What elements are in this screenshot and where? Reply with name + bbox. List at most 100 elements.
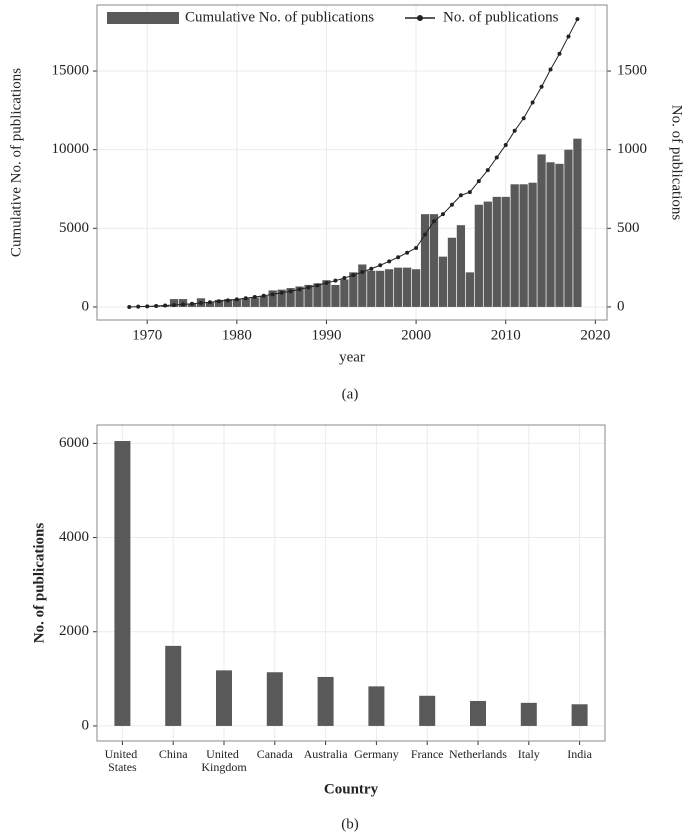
bar [385, 269, 394, 307]
y-tick-label: 15000 [52, 62, 90, 78]
bar [403, 267, 412, 307]
x-tick-label: China [159, 747, 188, 761]
point [333, 278, 338, 283]
point [423, 232, 428, 237]
point [306, 285, 311, 290]
point [181, 302, 186, 307]
plot-border [96, 4, 608, 321]
point [566, 34, 571, 39]
bar [214, 299, 224, 307]
point [378, 263, 383, 268]
x-tick-label: United States [105, 747, 141, 774]
bar [573, 138, 582, 307]
bar [571, 704, 588, 726]
point [127, 304, 132, 309]
bar [223, 299, 232, 307]
point [467, 190, 472, 195]
x-tick-label: Germany [354, 747, 399, 761]
line [129, 18, 578, 308]
point [288, 289, 293, 294]
y-tick-label: 0 [82, 717, 90, 733]
bar [483, 201, 492, 307]
point [548, 67, 553, 72]
x-tick-label: 2000 [401, 327, 431, 343]
bar [232, 299, 241, 307]
legend-label: No. of publications [443, 9, 559, 25]
bar [465, 272, 474, 307]
bar [286, 288, 295, 307]
bar [419, 695, 436, 726]
bar [331, 284, 340, 307]
x-tick-label: Canada [257, 747, 294, 761]
point [270, 292, 275, 297]
y-axis-label: Cumulative No. of publications [8, 68, 24, 257]
point [440, 212, 445, 217]
point [530, 100, 535, 105]
bar [555, 163, 564, 307]
point [405, 250, 410, 255]
bar [266, 672, 283, 726]
caption: (a) [342, 386, 359, 402]
point [432, 219, 437, 224]
x-tick-label: 1980 [222, 327, 252, 343]
bar [114, 441, 131, 726]
legend-swatch [107, 12, 179, 24]
point [163, 303, 168, 308]
y2-tick-label: 500 [617, 220, 640, 236]
y-axis-label: No. of publications [31, 523, 47, 644]
point [539, 84, 544, 89]
point [449, 202, 454, 207]
bar [447, 237, 457, 307]
bar [564, 149, 573, 307]
x-tick-label: United Kingdom [201, 747, 247, 774]
x-tick-label: Italy [518, 747, 540, 761]
x-tick-label: India [567, 747, 592, 761]
bar [358, 264, 367, 307]
point [369, 266, 374, 271]
point [360, 270, 365, 275]
x-axis-label: year [339, 349, 365, 365]
point [396, 255, 401, 260]
bar [368, 686, 385, 726]
point [198, 301, 203, 306]
point [351, 273, 356, 278]
bar [501, 196, 510, 307]
point [476, 179, 481, 184]
bar [169, 299, 179, 307]
x-tick-label: Netherlands [449, 747, 507, 761]
point [136, 304, 141, 309]
bar [456, 225, 466, 307]
point [261, 293, 266, 298]
point [414, 245, 419, 250]
x-tick-label: 2010 [491, 327, 521, 343]
bar [277, 289, 286, 307]
y2-tick-label: 1500 [617, 62, 647, 78]
bar [537, 154, 546, 307]
point [557, 51, 562, 56]
point [512, 128, 517, 133]
bar [420, 214, 430, 307]
bar [367, 270, 376, 307]
bar [510, 184, 519, 307]
point [503, 142, 508, 147]
y2-axis-label: No. of publications [669, 105, 685, 221]
x-tick-label: 1990 [311, 327, 341, 343]
bar [492, 196, 501, 307]
point [207, 300, 212, 305]
bar [268, 290, 277, 307]
bar [349, 272, 358, 307]
bar [519, 184, 528, 307]
point [342, 276, 347, 281]
point [154, 304, 159, 309]
point [279, 290, 284, 295]
bar [546, 162, 555, 307]
y2-tick-label: 0 [617, 298, 625, 314]
point [243, 296, 248, 301]
y-tick-label: 2000 [59, 623, 89, 639]
bar [394, 267, 403, 307]
point [145, 304, 150, 309]
point [458, 193, 463, 198]
caption: (b) [341, 816, 359, 832]
point [234, 297, 239, 302]
y-tick-label: 6000 [59, 435, 89, 451]
